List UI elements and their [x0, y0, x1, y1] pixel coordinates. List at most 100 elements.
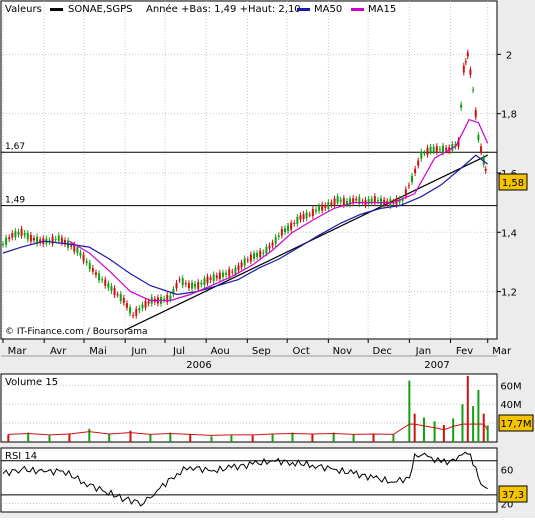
- candle-body: [191, 282, 194, 289]
- candle-body: [122, 297, 125, 303]
- x-tick-label: Dec: [373, 346, 392, 357]
- x-tick-label: Avr: [50, 346, 67, 357]
- volume-bar: [48, 435, 51, 442]
- candle-body: [293, 222, 296, 224]
- volume-bar: [372, 433, 375, 442]
- candle-body: [448, 147, 451, 152]
- candle-body: [243, 258, 246, 266]
- candle-body: [302, 213, 305, 219]
- rsi-y-tick-label: 20: [501, 499, 514, 510]
- candle-body: [466, 52, 469, 57]
- volume-bar: [68, 433, 71, 442]
- price-y-tick-label: 2: [506, 50, 512, 61]
- ma15-line: [69, 118, 489, 302]
- candle-body: [11, 233, 14, 238]
- candle-body: [184, 283, 187, 285]
- volume-y-tick-label: 40M: [500, 400, 521, 411]
- candle-body: [110, 286, 113, 292]
- volume-average-line: [8, 423, 489, 436]
- ma50-line: [2, 154, 489, 296]
- legend-year-range: Année +Bas: 1,49 +Haut: 2,10: [146, 3, 301, 15]
- candle-body: [70, 245, 73, 247]
- candle-body: [271, 242, 274, 246]
- candle-body: [464, 61, 467, 63]
- candle-body: [287, 225, 290, 232]
- x-tick-label: Fev: [456, 346, 473, 357]
- volume-bar: [461, 404, 464, 442]
- candle-body: [438, 148, 441, 150]
- candle-body: [274, 236, 277, 244]
- candle-body: [280, 229, 283, 236]
- volume-value-box: [498, 414, 534, 432]
- rsi-series-line: [2, 451, 488, 507]
- candle-body: [318, 206, 321, 211]
- candle-body: [218, 272, 221, 279]
- volume-bar: [392, 434, 395, 442]
- volume-bar: [7, 434, 10, 442]
- last-value-box: [498, 173, 528, 191]
- x-tick-label: Mar: [8, 346, 28, 357]
- candle-body: [221, 272, 224, 277]
- volume-bar: [169, 432, 172, 442]
- legend-close-swatch: [50, 8, 63, 11]
- candle-body: [225, 272, 228, 275]
- candle-body: [20, 228, 23, 236]
- candle-body: [141, 304, 144, 309]
- candle-body: [252, 253, 255, 259]
- reference-line-label: 1,49: [5, 196, 25, 206]
- x-tick-label: Oct: [293, 346, 310, 357]
- candle-body: [169, 295, 172, 300]
- candle-body: [91, 267, 94, 272]
- volume-bar: [486, 425, 489, 442]
- candle-body: [206, 276, 209, 283]
- candle-body: [200, 282, 203, 285]
- candle-body: [60, 237, 63, 243]
- candle-body: [345, 200, 348, 205]
- candle-body: [203, 278, 206, 285]
- volume-bar: [189, 434, 192, 442]
- volume-bar: [311, 433, 314, 442]
- volume-y-tick-label: 60M: [500, 381, 521, 392]
- candle-body: [308, 214, 311, 216]
- price-candles: [2, 49, 487, 319]
- candle-body: [256, 253, 259, 257]
- legend-ma50-label: MA50: [314, 4, 342, 15]
- candle-body: [361, 201, 364, 203]
- price-legend: Valeurs SONAE,SGPS Année +Bas: 1,49 +Hau…: [5, 3, 396, 15]
- candle-body: [57, 235, 60, 241]
- rsi-grid: [1, 460, 497, 504]
- candle-body: [23, 232, 26, 236]
- candle-body: [339, 199, 342, 202]
- candle-body: [407, 185, 410, 187]
- candle-body: [2, 244, 4, 246]
- candle-body: [249, 254, 252, 262]
- x-tick-label: Nov: [333, 346, 353, 357]
- candle-body: [29, 234, 32, 242]
- candle-body: [349, 198, 352, 205]
- candle-body: [327, 202, 330, 210]
- candle-body: [445, 148, 448, 151]
- candle-body: [125, 303, 128, 308]
- volume-bar: [352, 434, 355, 442]
- candle-body: [36, 236, 39, 244]
- volume-bar: [413, 413, 416, 442]
- candle-body: [460, 104, 463, 108]
- candle-body: [104, 279, 107, 286]
- candle-body: [426, 147, 429, 155]
- volume-bar: [210, 436, 213, 442]
- candle-body: [209, 277, 212, 281]
- candle-body: [451, 144, 454, 151]
- candle-body: [472, 89, 475, 91]
- candle-body: [290, 222, 293, 230]
- candle-body: [477, 134, 480, 140]
- candle-body: [330, 202, 333, 205]
- candle-body: [311, 208, 314, 217]
- candle-body: [358, 197, 361, 205]
- reference-line-label: 1,67: [5, 142, 25, 152]
- price-plot-area: [0, 0, 498, 340]
- candle-body: [265, 246, 268, 254]
- volume-bar: [433, 421, 436, 442]
- candle-body: [129, 307, 132, 314]
- candle-body: [187, 283, 190, 289]
- candle-body: [480, 146, 483, 153]
